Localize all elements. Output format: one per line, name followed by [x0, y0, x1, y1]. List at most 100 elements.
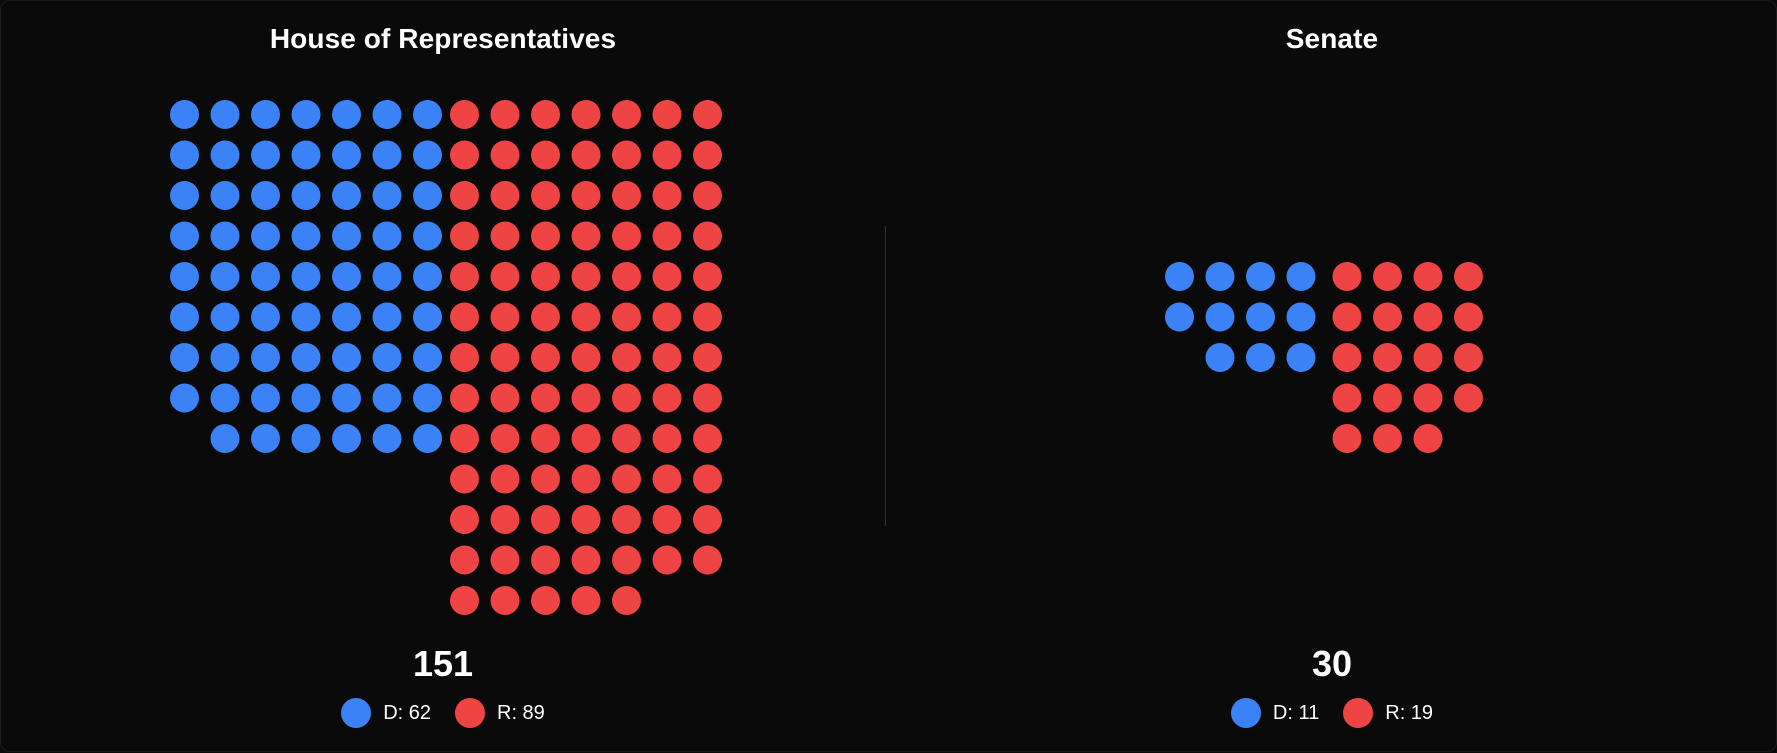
house-republican-seat [693, 302, 722, 332]
house-legend-republican: R: 89 [455, 698, 545, 728]
senate-republican-seat [1413, 424, 1443, 453]
senate-legend-democrat-label: D: 11 [1272, 701, 1320, 724]
house-republican-seat [612, 545, 641, 575]
house-democrat-seat [170, 221, 199, 251]
house-republican-seat [450, 221, 479, 251]
house-democrat-seat [372, 181, 402, 210]
house-republican-seat [571, 464, 601, 494]
house-republican-seat [693, 140, 722, 170]
house-republican-seat [531, 181, 560, 210]
senate-total: 30 [1311, 643, 1353, 684]
house-democrat-seat [413, 302, 442, 332]
house-democrat-seat [170, 262, 199, 291]
house-democrat-seat [372, 221, 402, 251]
senate-republican-seat [1332, 343, 1362, 372]
senate-democrat-seat [1246, 262, 1275, 291]
house-republican-seat [450, 100, 479, 129]
house-republican-seat [693, 424, 722, 453]
house-democrat-seat [210, 302, 240, 332]
senate-republican-seat [1373, 302, 1402, 332]
house-republican-seat [612, 140, 641, 170]
house-seat-grid [170, 100, 722, 615]
house-republican-seat [652, 383, 682, 413]
house-democrat-seat [210, 383, 240, 413]
house-democrat-seat [291, 424, 321, 453]
house-republican-seat [531, 586, 560, 615]
house-republican-seat [490, 586, 520, 615]
house-democrat-seat [251, 343, 280, 372]
house-republican-seat [693, 262, 722, 291]
house-republican-seat [693, 221, 722, 251]
house-republican-seat [450, 424, 479, 453]
house-democrat-seat [251, 140, 280, 170]
house-democrat-seat [332, 221, 361, 251]
democrat-swatch [341, 698, 372, 728]
senate-democrat-seat [1286, 302, 1316, 332]
house-republican-seat [571, 505, 601, 534]
house-republican-seat [571, 545, 601, 575]
house-republican-seat [490, 302, 520, 332]
house-democrat-seat [372, 424, 402, 453]
chamber-divider [885, 226, 886, 526]
house-republican-seat [612, 586, 641, 615]
house-title: House of Representatives [269, 23, 617, 54]
house-republican-seat [612, 464, 641, 494]
house-republican-seat [531, 221, 560, 251]
house-republican-seat [652, 424, 682, 453]
house-democrat-seat [291, 383, 321, 413]
house-republican-seat [693, 343, 722, 372]
house-republican-seat [490, 221, 520, 251]
house-republican-seat [531, 140, 560, 170]
house-democrat-seat [291, 181, 321, 210]
senate-republican-seat [1413, 302, 1443, 332]
senate-republican-seat [1454, 383, 1483, 413]
house-democrat-seat [251, 100, 280, 129]
house-democrat-seat [372, 262, 402, 291]
house-republican-seat [571, 262, 601, 291]
house-republican-seat [571, 302, 601, 332]
house-republican-seat [571, 383, 601, 413]
house-democrat-seat [170, 100, 199, 129]
house-democrat-seat [210, 140, 240, 170]
senate-democrat-seat [1246, 343, 1275, 372]
house-democrat-seat [251, 383, 280, 413]
house-democrat-seat [332, 302, 361, 332]
house-democrat-seat [372, 383, 402, 413]
house-republican-seat [652, 343, 682, 372]
house-republican-seat [450, 140, 479, 170]
house-democrat-seat [291, 100, 321, 129]
senate-democrat-seat [1205, 302, 1235, 332]
house-republican-seat [693, 181, 722, 210]
house-republican-seat [693, 464, 722, 494]
house-democrat-seat [332, 343, 361, 372]
house-chamber: House of Representatives 151 D: 62 R: 89 [1, 1, 885, 753]
house-republican-seat [450, 302, 479, 332]
senate-democrat-seat [1246, 302, 1275, 332]
senate-republican-seat [1454, 343, 1483, 372]
house-republican-seat [652, 545, 682, 575]
senate-republican-seat [1413, 262, 1443, 291]
house-republican-seat [490, 383, 520, 413]
house-democrat-seat [170, 383, 199, 413]
house-republican-seat [490, 505, 520, 534]
house-republican-seat [612, 262, 641, 291]
house-republican-seat [693, 383, 722, 413]
house-republican-seat [693, 505, 722, 534]
house-democrat-seat [251, 221, 280, 251]
house-republican-seat [612, 100, 641, 129]
house-republican-seat [531, 424, 560, 453]
house-republican-seat [490, 424, 520, 453]
house-democrat-seat [372, 100, 402, 129]
house-democrat-seat [372, 140, 402, 170]
house-republican-seat [693, 545, 722, 575]
house-republican-seat [652, 181, 682, 210]
house-democrat-seat [332, 383, 361, 413]
house-republican-seat [571, 343, 601, 372]
house-democrat-seat [210, 221, 240, 251]
house-democrat-seat [291, 343, 321, 372]
house-democrat-seat [413, 100, 442, 129]
house-democrat-seat [251, 302, 280, 332]
senate-democrat-seat [1286, 343, 1316, 372]
senate-republican-seat [1373, 424, 1402, 453]
